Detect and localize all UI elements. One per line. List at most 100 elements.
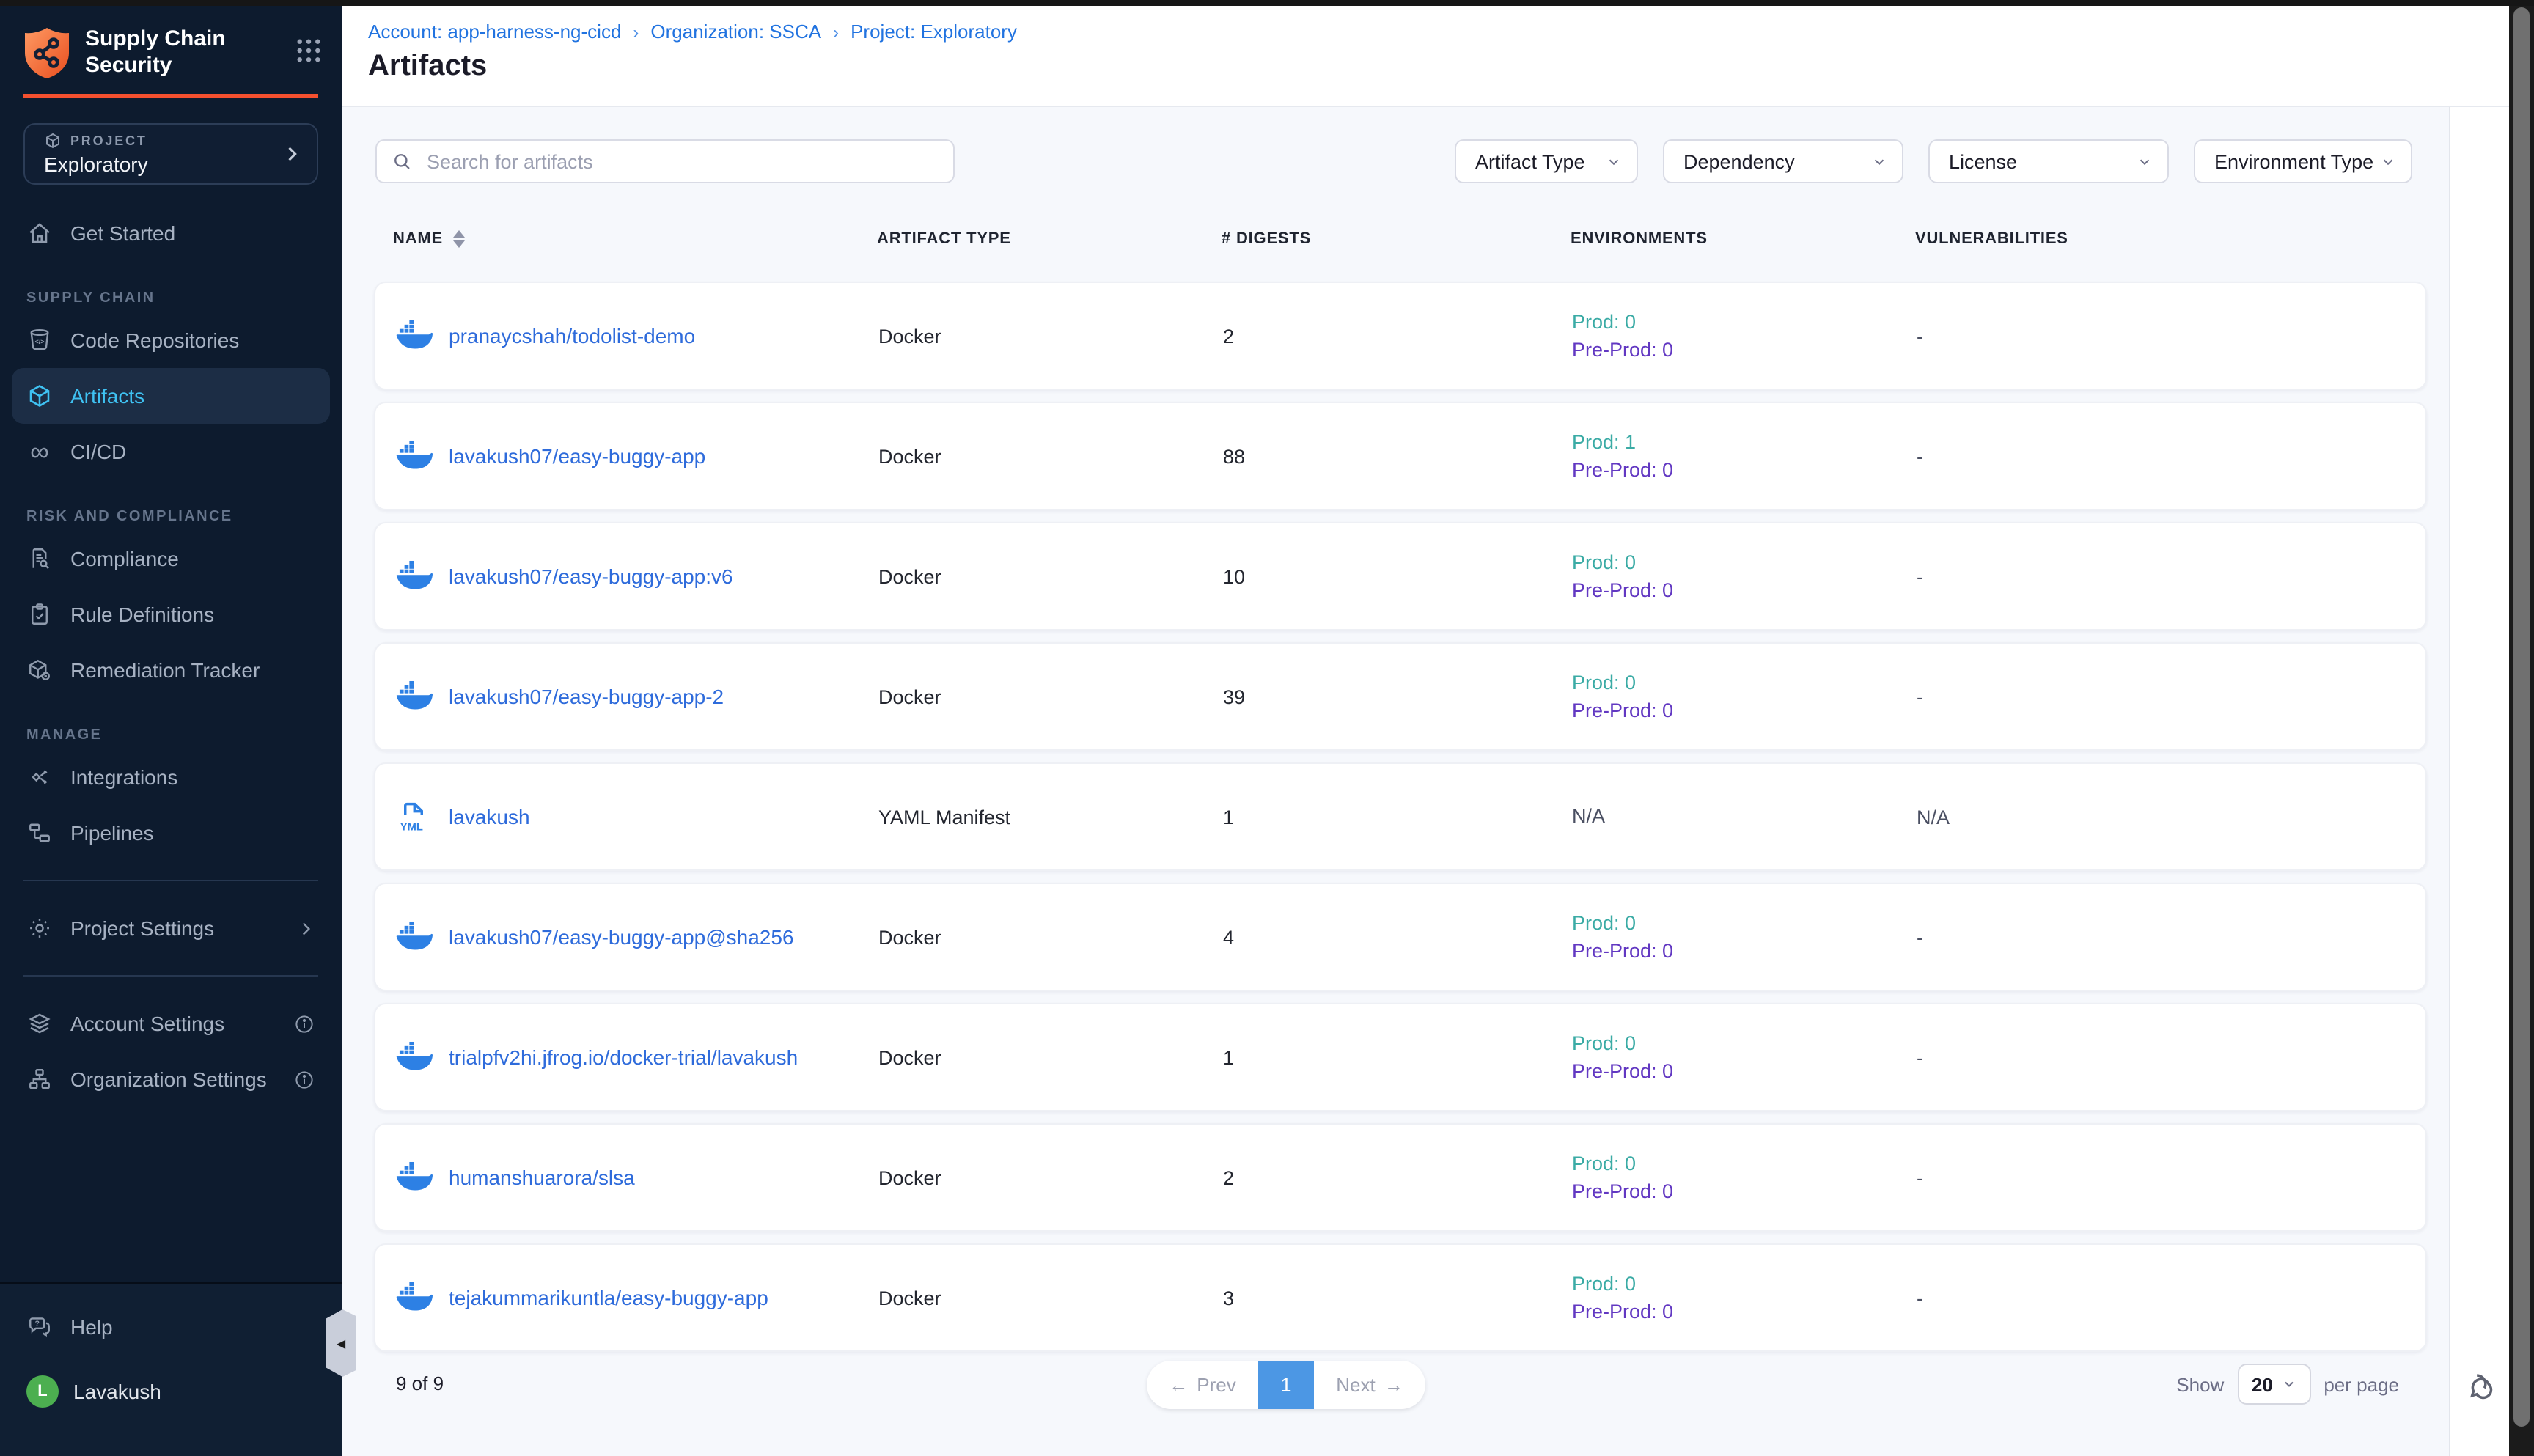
docker-icon bbox=[396, 1282, 433, 1311]
filter-group: Artifact Type Dependency License Environ… bbox=[1455, 139, 2412, 183]
table-row: YML lavakush YAML Manifest 1 N/A N/A bbox=[374, 762, 2427, 871]
chevron-down-icon bbox=[2383, 158, 2393, 165]
filter-license[interactable]: License bbox=[1928, 139, 2169, 183]
digest-count-cell: 10 bbox=[1223, 565, 1246, 587]
sidebar-item-code-repositories[interactable]: </> Code Repositories bbox=[12, 312, 330, 368]
content-panel: Artifact Type Dependency License Environ… bbox=[342, 107, 2450, 1456]
prod-count[interactable]: Prod: 0 bbox=[1572, 1152, 1637, 1174]
sidebar-item-artifacts[interactable]: Artifacts bbox=[12, 368, 330, 424]
environments-cell: Prod: 0 Pre-Prod: 0 bbox=[1572, 1271, 1917, 1325]
table-row: YML lavakush07/easy-buggy-app-2 Docker 3… bbox=[374, 642, 2427, 751]
breadcrumb-project-link[interactable]: Project: Exploratory bbox=[851, 21, 1017, 43]
column-header-name[interactable]: NAME bbox=[393, 230, 877, 248]
preprod-count[interactable]: Pre-Prod: 0 bbox=[1572, 1300, 1674, 1322]
preprod-count[interactable]: Pre-Prod: 0 bbox=[1572, 458, 1674, 480]
arrow-left-icon: ← bbox=[1169, 1374, 1189, 1396]
name-cell: YML tejakummarikuntla/easy-buggy-app bbox=[394, 1279, 878, 1317]
sidebar-item-organization-settings[interactable]: Organization Settings bbox=[12, 1051, 330, 1107]
sidebar-item-project-settings[interactable]: Project Settings bbox=[12, 900, 330, 956]
preprod-count[interactable]: Pre-Prod: 0 bbox=[1572, 578, 1674, 600]
sidebar-item-get-started[interactable]: Get Started bbox=[12, 205, 330, 261]
artifact-name-link[interactable]: pranaycshah/todolist-demo bbox=[449, 324, 696, 348]
name-cell: YML lavakush bbox=[394, 798, 878, 836]
artifact-name-link[interactable]: lavakush07/easy-buggy-app-2 bbox=[449, 685, 724, 708]
vulnerabilities-cell: - bbox=[1917, 325, 1923, 347]
docker-icon bbox=[396, 320, 433, 349]
next-page-button[interactable]: Next → bbox=[1336, 1374, 1403, 1396]
artifact-name-link[interactable]: lavakush bbox=[449, 805, 530, 828]
table-row: YML trialpfv2hi.jfrog.io/docker-trial/la… bbox=[374, 1003, 2427, 1111]
digest-count-cell: 2 bbox=[1223, 325, 1235, 347]
chevron-down-icon bbox=[1874, 158, 1884, 165]
artifact-type-cell: Docker bbox=[878, 685, 941, 707]
arrow-right-icon: → bbox=[1384, 1374, 1403, 1396]
app-header: Supply Chain Security bbox=[0, 0, 342, 79]
artifact-name-link[interactable]: lavakush07/easy-buggy-app bbox=[449, 444, 706, 468]
sidebar-item-cicd[interactable]: ∞ CI/CD bbox=[12, 424, 330, 479]
project-cube-icon bbox=[44, 132, 62, 150]
search-input[interactable] bbox=[424, 149, 939, 174]
prod-count[interactable]: Prod: 0 bbox=[1572, 1272, 1637, 1294]
pipelines-icon bbox=[26, 820, 53, 846]
integrations-icon bbox=[26, 764, 53, 790]
artifact-name-link[interactable]: humanshuarora/slsa bbox=[449, 1166, 635, 1189]
project-selector[interactable]: PROJECT Exploratory bbox=[23, 123, 318, 185]
preprod-count[interactable]: Pre-Prod: 0 bbox=[1572, 1059, 1674, 1081]
artifact-type-cell: Docker bbox=[878, 1287, 941, 1309]
preprod-count[interactable]: Pre-Prod: 0 bbox=[1572, 699, 1674, 721]
vulnerabilities-cell: - bbox=[1917, 685, 1923, 707]
document-search-icon bbox=[26, 545, 53, 572]
sidebar-collapse-handle[interactable]: ◀ bbox=[326, 1309, 356, 1377]
user-name: Lavakush bbox=[73, 1380, 161, 1403]
preprod-count[interactable]: Pre-Prod: 0 bbox=[1572, 939, 1674, 961]
scrollbar-thumb[interactable] bbox=[2513, 7, 2530, 1427]
name-cell: YML lavakush07/easy-buggy-app bbox=[394, 437, 878, 475]
sidebar-item-integrations[interactable]: Integrations bbox=[12, 749, 330, 805]
sidebar-item-rule-definitions[interactable]: Rule Definitions bbox=[12, 587, 330, 642]
sidebar-item-account-settings[interactable]: Account Settings bbox=[12, 996, 330, 1051]
preprod-count[interactable]: Pre-Prod: 0 bbox=[1572, 338, 1674, 360]
search-icon bbox=[392, 151, 412, 172]
filter-artifact-type[interactable]: Artifact Type bbox=[1455, 139, 1638, 183]
prod-count[interactable]: Prod: 0 bbox=[1572, 310, 1637, 332]
clipboard-check-icon bbox=[26, 601, 53, 628]
section-risk-compliance: RISK AND COMPLIANCE bbox=[26, 509, 233, 525]
page-size-select[interactable]: 20 bbox=[2237, 1364, 2311, 1405]
sidebar-item-remediation-tracker[interactable]: Remediation Tracker bbox=[12, 642, 330, 698]
sidebar-item-compliance[interactable]: Compliance bbox=[12, 531, 330, 587]
filter-environment-type[interactable]: Environment Type bbox=[2194, 139, 2412, 183]
prev-page-button[interactable]: ← Prev bbox=[1169, 1374, 1236, 1396]
section-manage: MANAGE bbox=[26, 727, 103, 743]
breadcrumb-organization-link[interactable]: Organization: SSCA bbox=[650, 21, 822, 43]
table-row: YML tejakummarikuntla/easy-buggy-app Doc… bbox=[374, 1243, 2427, 1352]
info-icon bbox=[293, 1068, 315, 1090]
current-page-button[interactable]: 1 bbox=[1258, 1361, 1314, 1409]
prod-count[interactable]: Prod: 0 bbox=[1572, 911, 1637, 933]
name-cell: YML lavakush07/easy-buggy-app:v6 bbox=[394, 557, 878, 595]
prod-count[interactable]: Prod: 0 bbox=[1572, 671, 1637, 693]
artifact-name-link[interactable]: lavakush07/easy-buggy-app:v6 bbox=[449, 565, 733, 588]
user-menu[interactable]: L Lavakush bbox=[12, 1367, 330, 1416]
sidebar-item-help[interactable]: ? Help bbox=[12, 1305, 330, 1349]
artifact-type-cell: Docker bbox=[878, 565, 941, 587]
support-chat-button[interactable] bbox=[2461, 1367, 2502, 1408]
per-page-label: per page bbox=[2324, 1373, 2399, 1395]
preprod-count[interactable]: Pre-Prod: 0 bbox=[1572, 1180, 1674, 1202]
sidebar-nav: Get Started SUPPLY CHAIN </> Code Reposi… bbox=[0, 205, 342, 1107]
artifact-name-link[interactable]: tejakummarikuntla/easy-buggy-app bbox=[449, 1286, 768, 1309]
artifact-name-link[interactable]: trialpfv2hi.jfrog.io/docker-trial/lavaku… bbox=[449, 1045, 798, 1069]
digest-count-cell: 88 bbox=[1223, 445, 1246, 467]
artifact-type-cell: Docker bbox=[878, 926, 941, 948]
chat-bubbles-icon bbox=[2470, 1374, 2493, 1400]
prod-count[interactable]: Prod: 0 bbox=[1572, 551, 1637, 573]
filter-label: Dependency bbox=[1683, 150, 1795, 172]
filter-dependency[interactable]: Dependency bbox=[1663, 139, 1903, 183]
breadcrumb: Account: app-harness-ng-cicd › Organizat… bbox=[368, 21, 2509, 43]
breadcrumb-account-link[interactable]: Account: app-harness-ng-cicd bbox=[368, 21, 622, 43]
project-name: Exploratory bbox=[44, 152, 148, 176]
module-switcher-icon[interactable] bbox=[296, 38, 321, 63]
artifact-name-link[interactable]: lavakush07/easy-buggy-app@sha256 bbox=[449, 925, 794, 949]
prod-count[interactable]: Prod: 0 bbox=[1572, 1032, 1637, 1054]
prod-count[interactable]: Prod: 1 bbox=[1572, 430, 1637, 452]
sidebar-item-pipelines[interactable]: Pipelines bbox=[12, 805, 330, 861]
